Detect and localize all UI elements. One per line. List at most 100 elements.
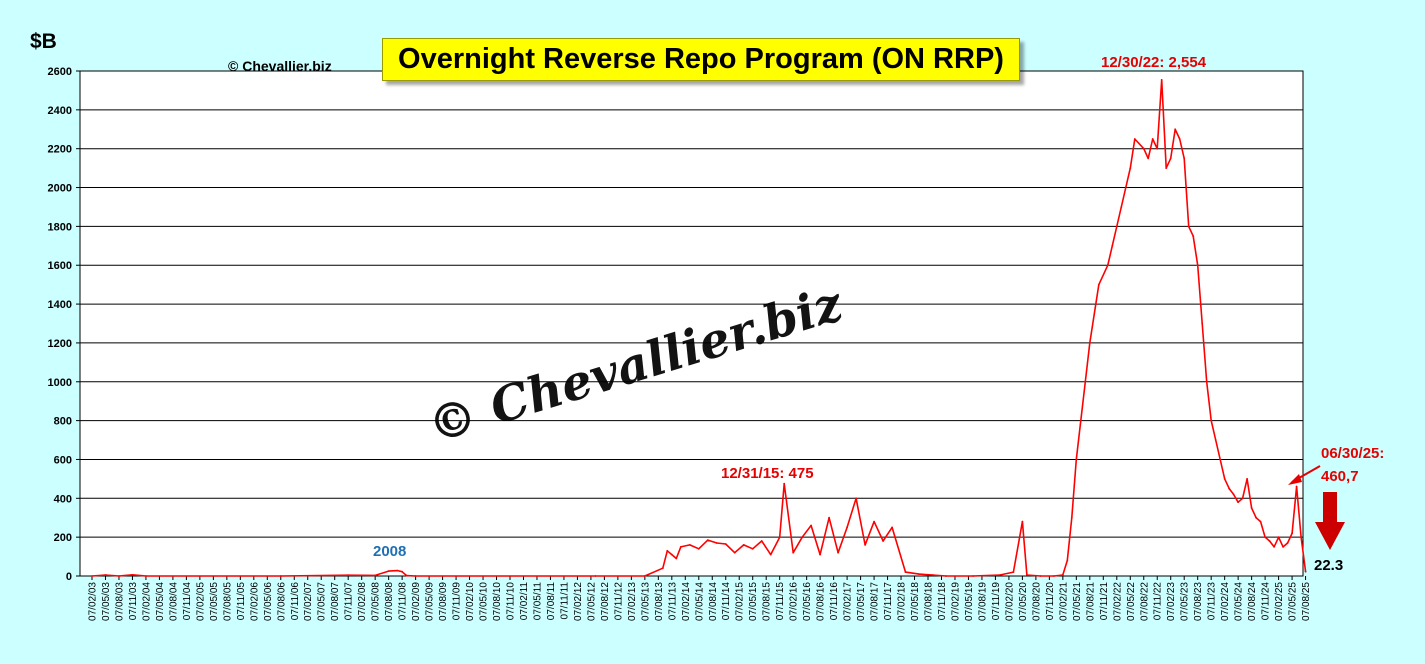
data-point — [594, 575, 597, 577]
x-tick-label: 07/05/06 — [263, 582, 274, 621]
data-point — [643, 575, 646, 577]
x-tick-label: 07/05/05 — [209, 582, 220, 621]
data-point — [91, 575, 93, 577]
data-point — [778, 536, 781, 539]
x-tick-label: 07/02/20 — [1004, 582, 1015, 621]
data-point — [1165, 167, 1168, 170]
x-tick-label: 07/05/17 — [856, 582, 867, 621]
data-point — [387, 570, 390, 572]
x-tick-label: 07/08/15 — [762, 582, 773, 621]
plot-area — [79, 70, 1304, 577]
data-point — [706, 539, 709, 541]
x-tick-label: 07/05/04 — [155, 582, 166, 621]
x-tick-label: 07/08/17 — [870, 582, 881, 621]
data-point — [347, 574, 350, 577]
y-tick-label: 1000 — [48, 377, 72, 389]
x-tick-label: 07/02/04 — [141, 582, 152, 621]
y-tick-label: 200 — [54, 532, 72, 544]
x-tick-label: 07/08/12 — [600, 582, 611, 621]
data-point — [1021, 520, 1024, 523]
x-tick-label: 07/08/16 — [816, 582, 827, 621]
data-point — [104, 574, 107, 576]
data-point — [945, 575, 947, 577]
data-point — [891, 526, 893, 529]
x-tick-label: 07/05/18 — [910, 582, 921, 621]
x-tick-label: 07/11/06 — [290, 582, 301, 621]
recent-annotation-pointer — [1288, 465, 1321, 485]
data-point — [1187, 225, 1190, 228]
data-point — [1151, 138, 1154, 140]
data-point — [1192, 235, 1195, 238]
recent-annotation-date: 06/30/25: — [1321, 445, 1385, 462]
data-point — [1129, 167, 1132, 170]
x-tick-label: 07/08/21 — [1085, 582, 1096, 621]
x-tick-label: 07/11/03 — [128, 582, 139, 621]
series-layer — [91, 79, 1307, 577]
x-tick-label: 07/08/03 — [114, 582, 125, 621]
data-point — [1156, 147, 1159, 150]
x-tick-label: 07/08/19 — [977, 582, 988, 621]
x-tick-label: 07/11/13 — [667, 582, 678, 621]
data-point — [118, 575, 120, 577]
x-tick-label: 07/02/22 — [1112, 582, 1123, 621]
y-axis-ticks: 0 200 400 600 800 1000 1200 1400 1600 1800 2000 220… — [48, 66, 80, 583]
x-tick-label: 07/08/25 — [1301, 582, 1312, 621]
data-point — [1255, 516, 1257, 519]
x-tick-label: 07/08/05 — [222, 582, 233, 621]
x-tick-label: 07/02/18 — [897, 582, 908, 621]
x-tick-label: 07/08/13 — [654, 582, 665, 621]
x-tick-label: 07/08/09 — [438, 582, 449, 621]
data-point — [374, 574, 377, 577]
y-tick-label: 1400 — [48, 299, 72, 311]
data-point — [1214, 439, 1217, 441]
x-tick-label: 07/08/23 — [1193, 582, 1204, 621]
data-point — [675, 557, 678, 560]
data-point — [1223, 478, 1226, 480]
y-tick-label: 2200 — [48, 144, 72, 156]
data-point — [1264, 536, 1266, 539]
x-tick-label: 07/11/17 — [883, 582, 894, 621]
data-point — [846, 526, 848, 529]
x-tick-label: 07/11/22 — [1153, 582, 1164, 621]
data-point — [1169, 157, 1172, 160]
chart-title: Overnight Reverse Repo Program (ON RRP) — [382, 38, 1020, 81]
data-point — [1282, 546, 1284, 548]
data-point — [1120, 206, 1123, 208]
x-tick-label: 07/02/11 — [519, 582, 530, 621]
data-point — [1053, 575, 1055, 577]
data-point — [760, 540, 763, 542]
annotation-2015: 12/31/15: 475 — [721, 465, 814, 482]
data-point — [1268, 540, 1271, 542]
data-point — [697, 547, 700, 550]
x-tick-label: 07/08/18 — [924, 582, 935, 621]
data-point — [1259, 520, 1262, 523]
data-point — [828, 516, 830, 519]
data-point — [882, 540, 884, 542]
x-tick-label: 07/05/22 — [1126, 582, 1137, 621]
x-tick-label: 07/02/06 — [249, 582, 260, 621]
x-tick-label: 07/11/09 — [452, 582, 463, 621]
data-point — [1142, 147, 1145, 150]
data-point — [855, 497, 857, 500]
x-tick-label: 07/02/21 — [1058, 582, 1069, 621]
data-point — [792, 551, 795, 554]
data-point — [1291, 532, 1293, 535]
data-point — [1232, 493, 1235, 496]
x-tick-label: 07/11/15 — [775, 582, 786, 621]
y-axis-unit: $B — [30, 30, 57, 53]
data-point — [1196, 264, 1199, 267]
x-tick-label: 07/05/10 — [479, 582, 490, 621]
y-tick-label: 1800 — [48, 221, 72, 233]
x-tick-label: 07/08/11 — [546, 582, 557, 621]
x-tick-label: 07/05/24 — [1234, 582, 1245, 621]
x-tick-label: 07/02/09 — [411, 582, 422, 621]
y-tick-label: 1600 — [48, 260, 72, 272]
data-point — [661, 567, 664, 570]
data-point — [769, 553, 772, 556]
data-point — [972, 575, 974, 577]
data-point — [688, 544, 691, 546]
x-tick-label: 07/02/12 — [573, 582, 584, 621]
data-point — [1075, 458, 1078, 461]
x-tick-label: 07/05/09 — [425, 582, 436, 621]
x-tick-label: 07/05/07 — [317, 582, 328, 621]
